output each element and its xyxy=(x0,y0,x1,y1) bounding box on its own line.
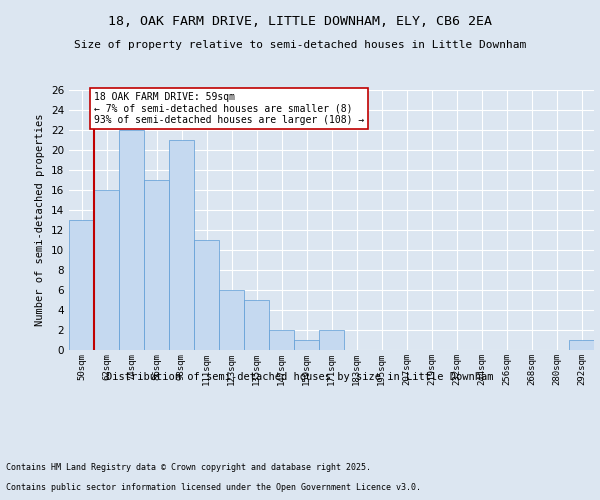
Bar xyxy=(94,190,119,350)
Bar xyxy=(119,130,144,350)
Bar xyxy=(144,180,169,350)
Text: Size of property relative to semi-detached houses in Little Downham: Size of property relative to semi-detach… xyxy=(74,40,526,50)
Bar xyxy=(169,140,194,350)
Bar xyxy=(269,330,294,350)
Y-axis label: Number of semi-detached properties: Number of semi-detached properties xyxy=(35,114,46,326)
Bar xyxy=(194,240,219,350)
Bar xyxy=(219,290,244,350)
Text: Distribution of semi-detached houses by size in Little Downham: Distribution of semi-detached houses by … xyxy=(106,372,494,382)
Text: Contains public sector information licensed under the Open Government Licence v3: Contains public sector information licen… xyxy=(6,484,421,492)
Bar xyxy=(319,330,344,350)
Bar xyxy=(69,220,94,350)
Bar xyxy=(294,340,319,350)
Bar xyxy=(244,300,269,350)
Text: 18 OAK FARM DRIVE: 59sqm
← 7% of semi-detached houses are smaller (8)
93% of sem: 18 OAK FARM DRIVE: 59sqm ← 7% of semi-de… xyxy=(94,92,364,125)
Text: 18, OAK FARM DRIVE, LITTLE DOWNHAM, ELY, CB6 2EA: 18, OAK FARM DRIVE, LITTLE DOWNHAM, ELY,… xyxy=(108,15,492,28)
Text: Contains HM Land Registry data © Crown copyright and database right 2025.: Contains HM Land Registry data © Crown c… xyxy=(6,464,371,472)
Bar xyxy=(569,340,594,350)
